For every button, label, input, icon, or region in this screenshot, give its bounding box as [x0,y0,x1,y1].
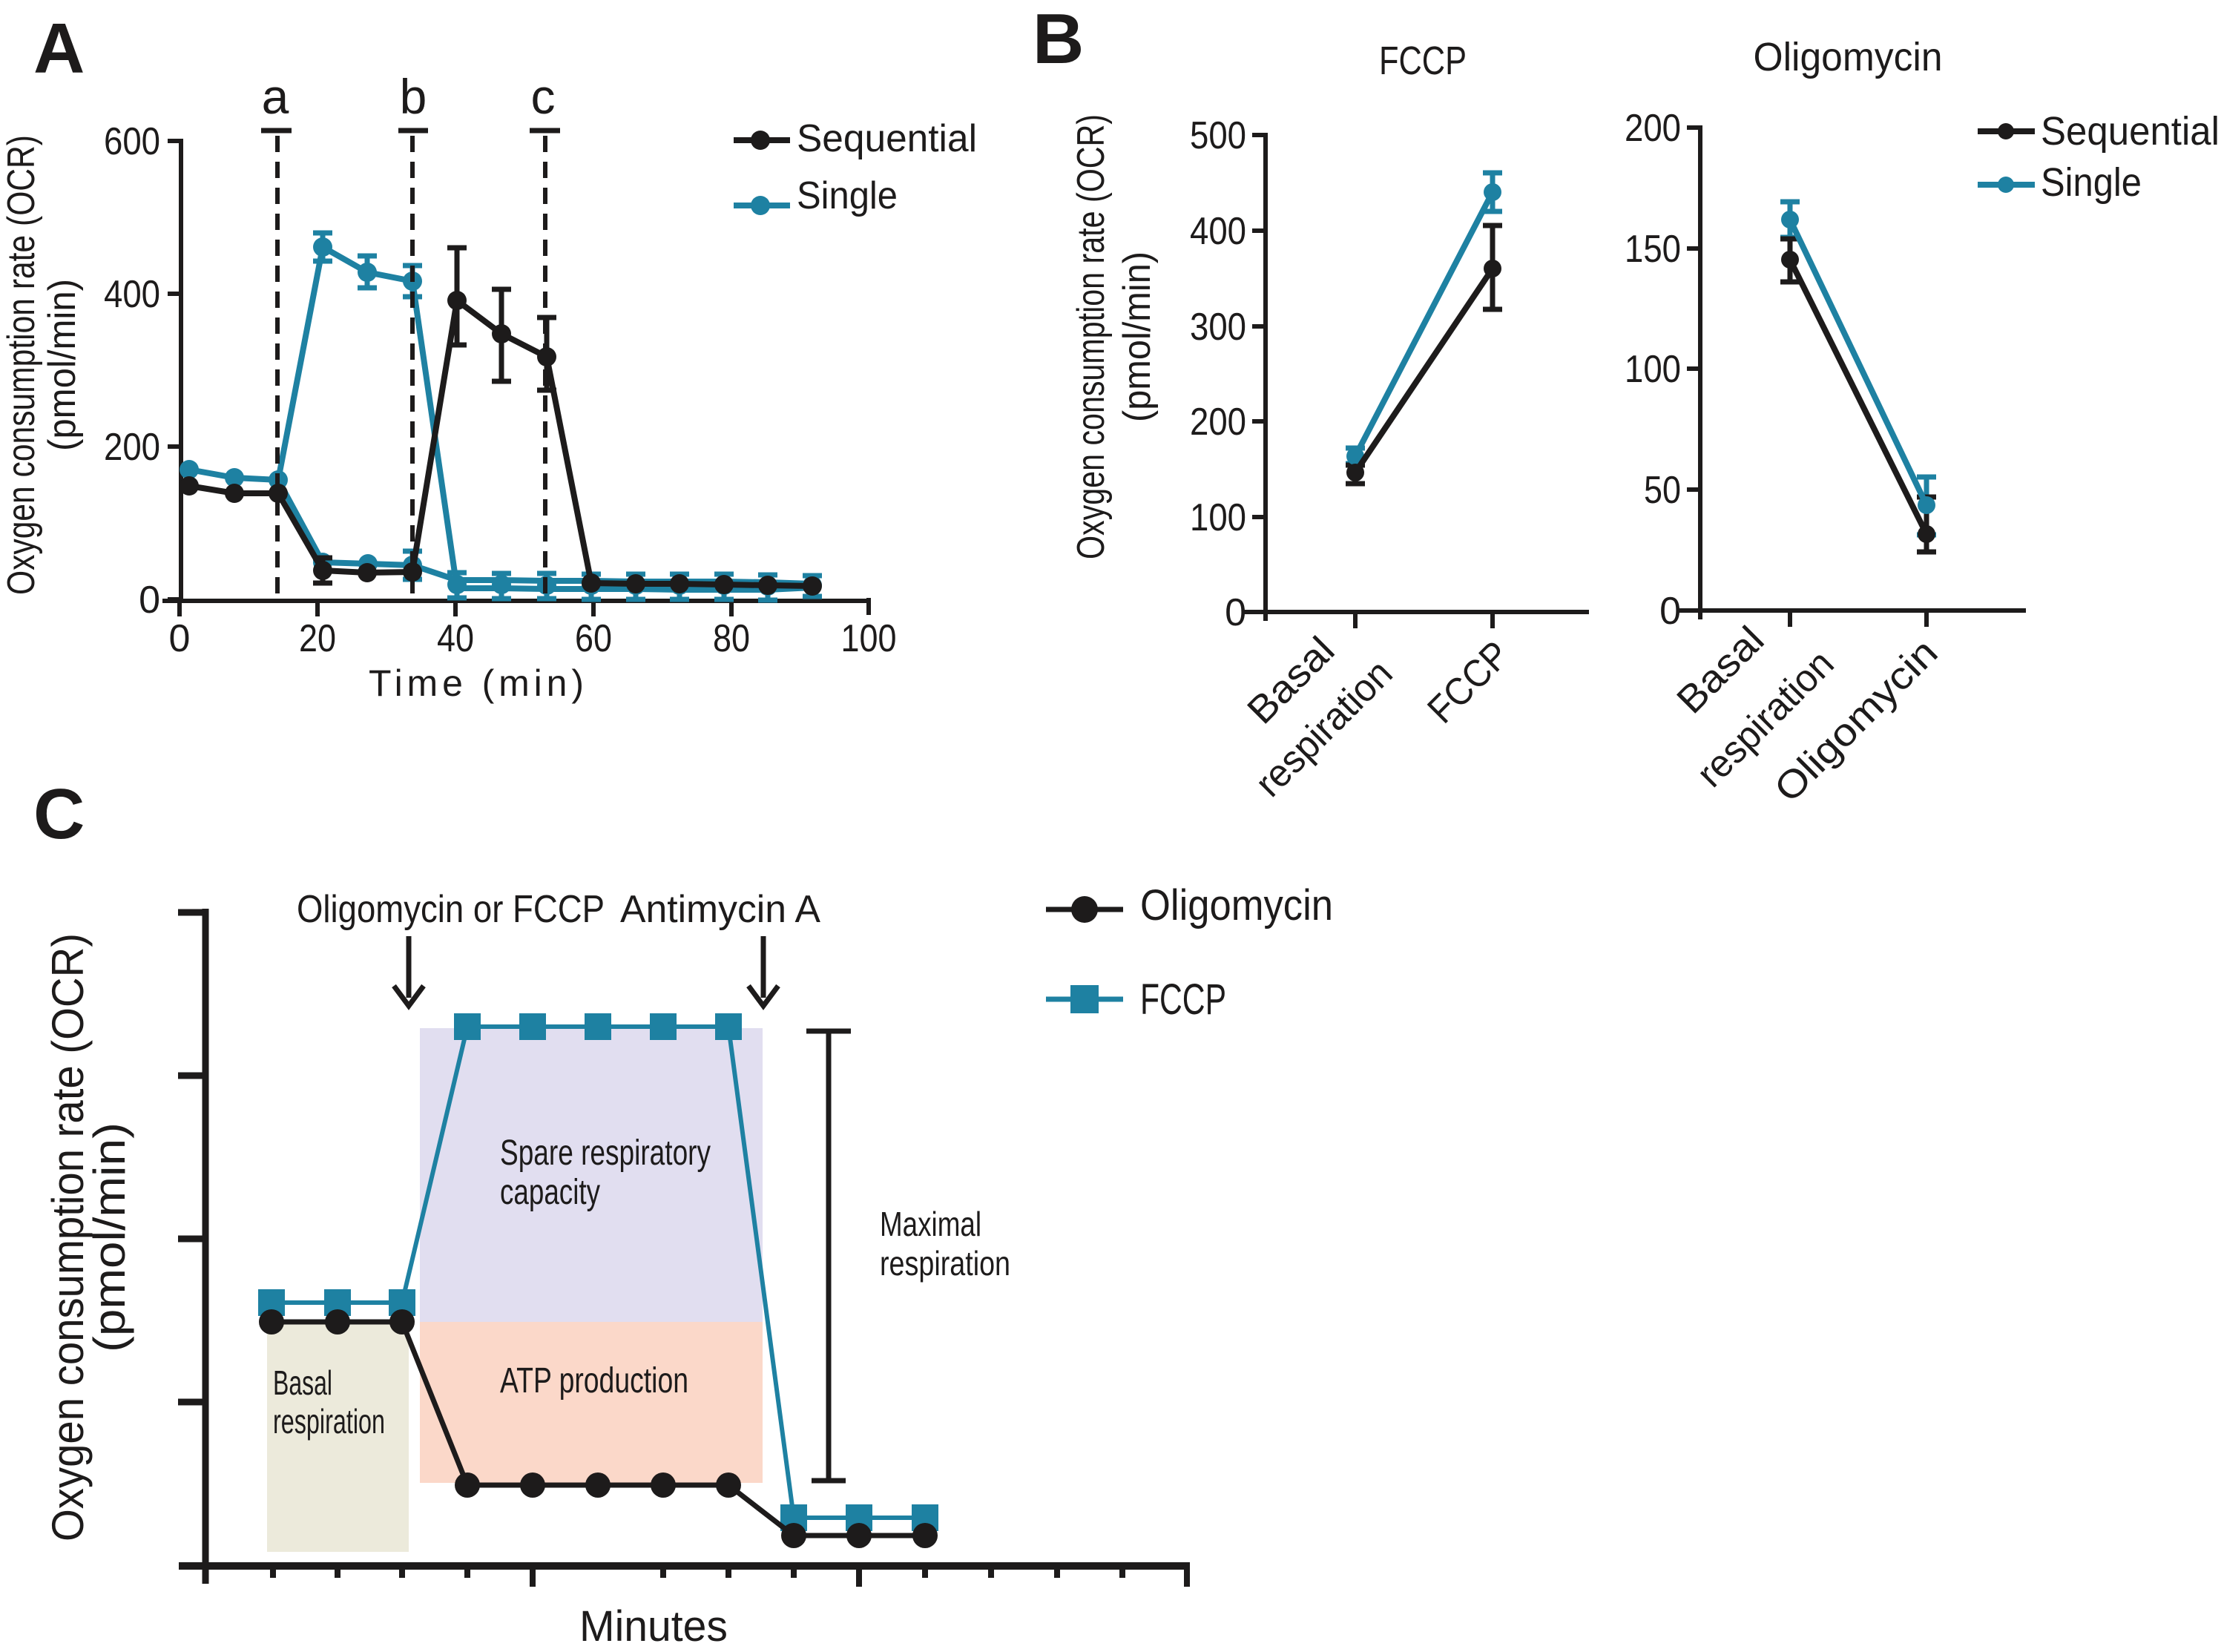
svg-text:Oligomycin: Oligomycin [1140,881,1333,929]
svg-text:C: C [33,774,85,854]
svg-text:A: A [33,9,85,88]
svg-text:b: b [400,69,427,124]
svg-text:0: 0 [139,579,160,622]
svg-text:(pmol/min): (pmol/min) [1116,251,1159,422]
svg-text:100: 100 [1190,496,1246,539]
svg-text:FCCP: FCCP [1140,975,1226,1024]
svg-text:600: 600 [104,120,160,163]
svg-text:Oligomycin: Oligomycin [1754,35,1943,79]
svg-text:0: 0 [1659,590,1681,633]
svg-text:Time (min): Time (min) [369,662,584,704]
svg-text:200: 200 [104,426,160,469]
svg-text:300: 300 [1190,306,1246,349]
svg-text:(pmol/min): (pmol/min) [41,279,84,451]
svg-text:20: 20 [299,617,336,660]
svg-text:40: 40 [437,617,474,660]
svg-text:Minutes: Minutes [579,1602,728,1651]
svg-text:Sequential: Sequential [2041,109,2220,154]
svg-text:400: 400 [1190,210,1246,253]
svg-text:60: 60 [575,617,612,660]
svg-text:respiration: respiration [273,1402,385,1441]
svg-text:80: 80 [713,617,750,660]
svg-text:Spare respiratory: Spare respiratory [500,1133,711,1173]
svg-text:Oxygen consumption rate (OCR): Oxygen consumption rate (OCR) [43,933,93,1541]
svg-text:FCCP: FCCP [1379,39,1467,83]
svg-text:c: c [531,69,556,124]
svg-text:B: B [1033,0,1084,79]
svg-text:Sequential: Sequential [797,117,977,160]
svg-text:100: 100 [1625,348,1681,391]
svg-text:Maximal: Maximal [880,1205,981,1243]
svg-text:respiration: respiration [880,1244,1010,1283]
svg-text:200: 200 [1190,401,1246,444]
svg-text:(pmol/min): (pmol/min) [85,1122,134,1352]
svg-text:Basal: Basal [273,1363,332,1402]
svg-text:Antimycin A: Antimycin A [620,888,820,931]
svg-text:Oligomycin or FCCP: Oligomycin or FCCP [297,888,605,931]
svg-text:Single: Single [2041,160,2142,205]
svg-text:Single: Single [797,174,898,217]
svg-text:capacity: capacity [500,1173,600,1212]
svg-text:Oxygen consumption rate (OCR): Oxygen consumption rate (OCR) [0,135,43,595]
svg-text:a: a [262,69,289,124]
svg-text:Oxygen consumption rate (OCR): Oxygen consumption rate (OCR) [1070,114,1113,559]
svg-text:150: 150 [1625,228,1681,271]
svg-text:100: 100 [841,617,897,660]
svg-text:0: 0 [169,617,191,660]
svg-text:ATP production: ATP production [500,1361,688,1401]
svg-text:200: 200 [1625,107,1681,150]
svg-text:50: 50 [1644,469,1681,512]
svg-text:0: 0 [1225,591,1246,634]
svg-text:400: 400 [104,273,160,316]
svg-text:500: 500 [1190,114,1246,157]
